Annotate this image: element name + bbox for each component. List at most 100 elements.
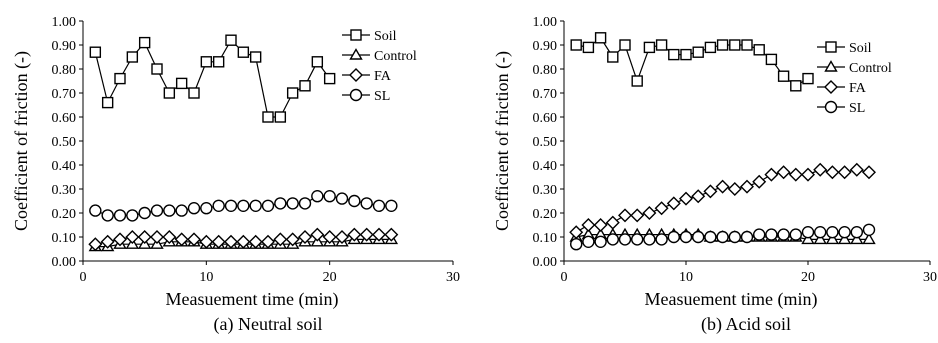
data-point: [631, 233, 644, 246]
y-tick-label: 0.20: [52, 207, 77, 222]
x-axis-title: Measuement time (min): [166, 289, 339, 310]
data-point: [113, 209, 127, 222]
legend-marker: [824, 60, 838, 72]
data-point: [862, 223, 876, 237]
legend-entry-control: Control: [342, 48, 417, 64]
data-point: [826, 225, 839, 239]
legend-marker: [824, 100, 838, 114]
data-point: [335, 230, 349, 244]
legend-label: Soil: [374, 29, 397, 44]
legend-entry-soil: Soil: [817, 41, 872, 56]
data-point: [680, 48, 692, 61]
data-point: [753, 228, 766, 241]
data-point: [630, 208, 645, 223]
y-tick-label: 0.30: [533, 183, 558, 198]
legend-label: SL: [849, 101, 865, 116]
data-point: [237, 46, 250, 58]
data-point: [125, 230, 140, 244]
data-point: [679, 230, 693, 244]
data-point: [582, 41, 595, 54]
data-point: [581, 218, 596, 232]
data-point: [88, 237, 103, 252]
data-point: [150, 230, 164, 244]
data-point: [704, 230, 717, 244]
y-tick-label: 0.00: [52, 255, 77, 270]
data-point: [225, 34, 237, 46]
data-point: [126, 209, 139, 222]
data-point: [752, 174, 767, 189]
data-point: [298, 230, 312, 244]
data-point: [188, 87, 200, 99]
x-tick-label: 30: [923, 270, 937, 285]
data-point: [825, 165, 840, 180]
y-tick-label: 0.50: [533, 135, 558, 150]
series-line: [575, 169, 870, 233]
data-point: [655, 233, 668, 246]
data-point: [163, 87, 176, 99]
data-point: [100, 234, 115, 249]
data-point: [138, 206, 151, 220]
data-point: [801, 225, 815, 239]
data-point: [249, 199, 262, 213]
data-point: [249, 51, 262, 63]
data-point: [655, 39, 668, 51]
data-point: [849, 162, 864, 177]
data-point: [175, 204, 188, 217]
data-point: [126, 51, 139, 63]
data-point: [323, 189, 336, 203]
data-point: [372, 227, 386, 242]
y-tick-label: 0.90: [52, 39, 77, 54]
data-point: [740, 230, 754, 244]
data-point: [668, 48, 680, 61]
data-point: [174, 232, 189, 247]
legend-entry-control: Control: [817, 60, 892, 76]
y-tick-label: 0.80: [533, 63, 558, 78]
data-point: [837, 165, 852, 180]
series-sl: [570, 223, 876, 251]
data-point: [825, 232, 840, 245]
data-point: [667, 230, 680, 244]
legend-entry-soil: Soil: [342, 29, 397, 44]
data-point: [801, 232, 815, 245]
x-axis-title: Measuement time (min): [645, 289, 818, 310]
data-point: [570, 237, 583, 251]
y-tick-label: 0.10: [52, 231, 77, 246]
y-tick-label: 1.00: [533, 15, 558, 30]
legend-label: FA: [374, 69, 392, 84]
x-tick-label: 10: [199, 270, 213, 285]
data-point: [618, 233, 632, 246]
data-point: [716, 39, 729, 51]
data-point: [776, 165, 791, 180]
y-tick-label: 0.80: [52, 63, 77, 78]
y-axis-title: Coefficient of friction (-): [11, 51, 32, 231]
data-point: [212, 199, 225, 213]
data-point: [593, 218, 608, 232]
data-point: [666, 196, 681, 211]
data-point: [322, 230, 337, 244]
legend-label: Control: [374, 49, 417, 64]
data-point: [237, 199, 250, 213]
data-point: [631, 75, 643, 87]
chart-panel-1: 0.00 0.10 0.20 0.30 0.40 0.50 0.60 0.70 0.80 0.90…: [11, 15, 460, 335]
data-point: [728, 230, 741, 244]
data-point: [89, 46, 102, 58]
series-fa: [569, 162, 876, 240]
data-point: [299, 80, 311, 92]
panel-caption: (b) Acid soil: [701, 314, 791, 335]
y-tick-label: 0.20: [533, 207, 558, 222]
y-tick-label: 0.60: [533, 111, 558, 126]
data-point: [89, 204, 102, 217]
data-point: [162, 230, 177, 244]
data-point: [727, 182, 742, 196]
data-point: [729, 39, 741, 51]
legend-marker: [825, 41, 837, 53]
data-point: [224, 199, 238, 213]
data-point: [594, 235, 607, 249]
data-point: [323, 72, 336, 85]
data-point: [248, 234, 263, 249]
legend-marker: [349, 48, 363, 60]
data-point: [850, 232, 864, 245]
data-point: [151, 63, 163, 75]
data-point: [274, 111, 287, 123]
